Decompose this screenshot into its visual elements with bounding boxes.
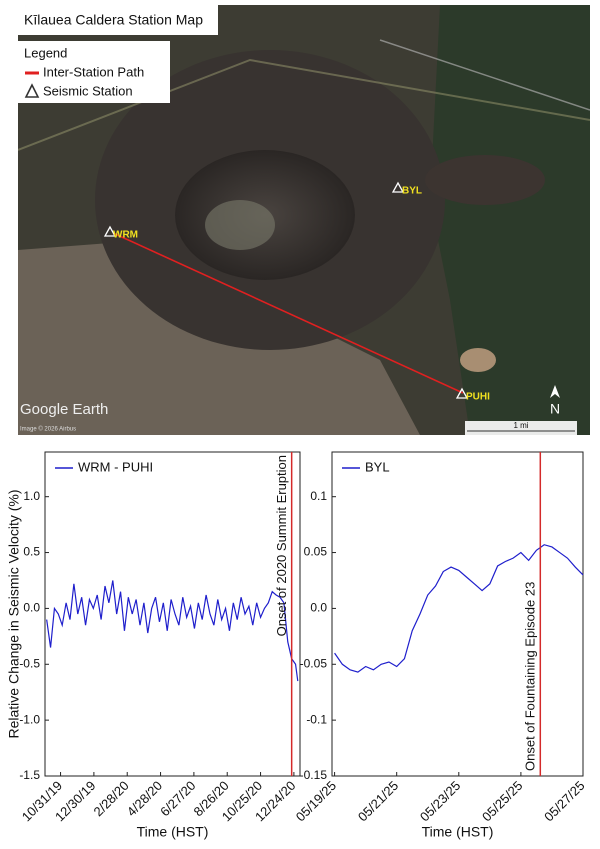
y-tick-label: -1.0 bbox=[19, 712, 40, 726]
x-tick-label: 05/23/25 bbox=[417, 778, 463, 824]
satellite-map bbox=[18, 5, 590, 435]
station-label: BYL bbox=[402, 186, 422, 197]
y-tick-label: 0.0 bbox=[23, 601, 40, 615]
image-credit: Image © 2026 Airbus bbox=[20, 426, 76, 433]
watermark: Google Earth bbox=[20, 401, 108, 418]
legend-label: WRM - PUHI bbox=[78, 459, 153, 474]
y-tick-label: 0.5 bbox=[23, 545, 40, 559]
x-tick-label: 05/21/25 bbox=[355, 778, 401, 824]
scale-label: 1 mi bbox=[513, 421, 528, 430]
y-tick-label: -1.5 bbox=[19, 768, 40, 782]
y-tick-label: 0.0 bbox=[310, 601, 327, 615]
y-tick-label: 1.0 bbox=[23, 489, 40, 503]
station-label: WRM bbox=[113, 230, 138, 241]
north-label: N bbox=[550, 401, 560, 417]
data-line bbox=[46, 580, 299, 682]
x-tick-label: 05/19/25 bbox=[293, 778, 339, 824]
y-axis-title: Relative Change in Seismic Velocity (%) bbox=[6, 490, 22, 739]
x-tick-label: 6/27/20 bbox=[157, 778, 198, 819]
plot-frame bbox=[44, 451, 301, 777]
x-tick-label: 4/28/20 bbox=[124, 778, 165, 819]
x-tick-label: 05/27/25 bbox=[541, 778, 587, 824]
annotation-text: Onset of Fountaining Episode 23 bbox=[523, 582, 538, 771]
legend-label: BYL bbox=[365, 459, 390, 474]
y-tick-label: -0.1 bbox=[306, 712, 327, 726]
y-tick-label: -0.15 bbox=[300, 768, 328, 782]
y-tick-label: 0.1 bbox=[310, 489, 327, 503]
station-label: PUHI bbox=[466, 392, 490, 403]
y-tick-label: -0.5 bbox=[19, 656, 40, 670]
y-tick-label: -0.05 bbox=[300, 656, 328, 670]
x-axis-title: Time (HST) bbox=[137, 824, 209, 840]
map-title: Kīlauea Caldera Station Map bbox=[24, 12, 203, 28]
y-tick-label: 0.05 bbox=[304, 545, 328, 559]
annotation-text: Onset of 2020 Summit Eruption bbox=[274, 455, 289, 636]
plot-frame bbox=[331, 451, 584, 777]
x-axis-title: Time (HST) bbox=[422, 824, 494, 840]
legend-label: Seismic Station bbox=[43, 83, 133, 98]
data-line bbox=[334, 544, 584, 673]
x-tick-label: 2/28/20 bbox=[90, 778, 131, 819]
legend-title: Legend bbox=[24, 45, 67, 60]
legend-label: Inter-Station Path bbox=[43, 64, 144, 79]
x-tick-label: 05/25/25 bbox=[479, 778, 525, 824]
